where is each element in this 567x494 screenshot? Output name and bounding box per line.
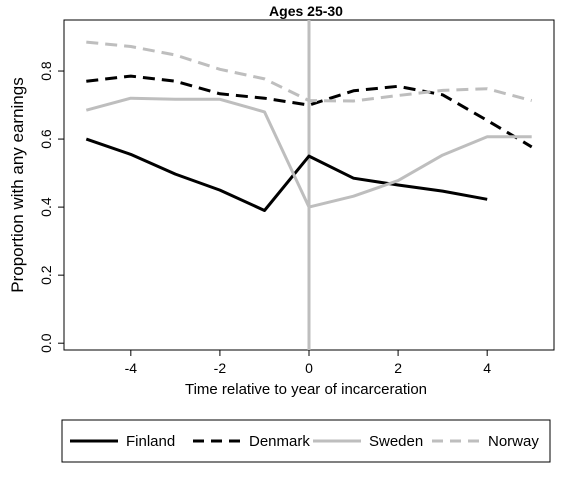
y-tick-label: 0.0 — [38, 333, 54, 353]
x-tick-label: -4 — [125, 360, 138, 376]
x-axis-label: Time relative to year of incarceration — [185, 381, 427, 398]
y-axis: 0.0 0.2 0.4 0.6 0.8 — [38, 61, 64, 353]
y-axis-label: Proportion with any earnings — [8, 77, 27, 292]
x-tick-label: -2 — [214, 360, 227, 376]
x-tick-label: 2 — [394, 360, 402, 376]
legend: Finland Denmark Sweden Norway — [61, 419, 551, 463]
series-line-norway — [86, 40, 533, 103]
legend-label-norway: Norway — [488, 433, 539, 450]
x-axis: -4 -2 0 2 4 — [125, 350, 491, 376]
y-tick-label: 0.6 — [38, 129, 54, 149]
legend-label-finland: Finland — [126, 433, 175, 450]
legend-box — [61, 419, 551, 463]
legend-label-sweden: Sweden — [369, 433, 423, 450]
series-line-finland — [85, 137, 488, 212]
legend-label-denmark: Denmark — [249, 433, 310, 450]
series-layer — [85, 40, 533, 212]
x-tick-label: 0 — [305, 360, 313, 376]
y-tick-label: 0.2 — [38, 265, 54, 285]
x-tick-label: 4 — [483, 360, 491, 376]
y-tick-label: 0.8 — [38, 61, 54, 81]
y-tick-label: 0.4 — [38, 197, 54, 217]
chart-title: Ages 25-30 — [269, 3, 343, 19]
series-line-sweden — [85, 96, 532, 209]
